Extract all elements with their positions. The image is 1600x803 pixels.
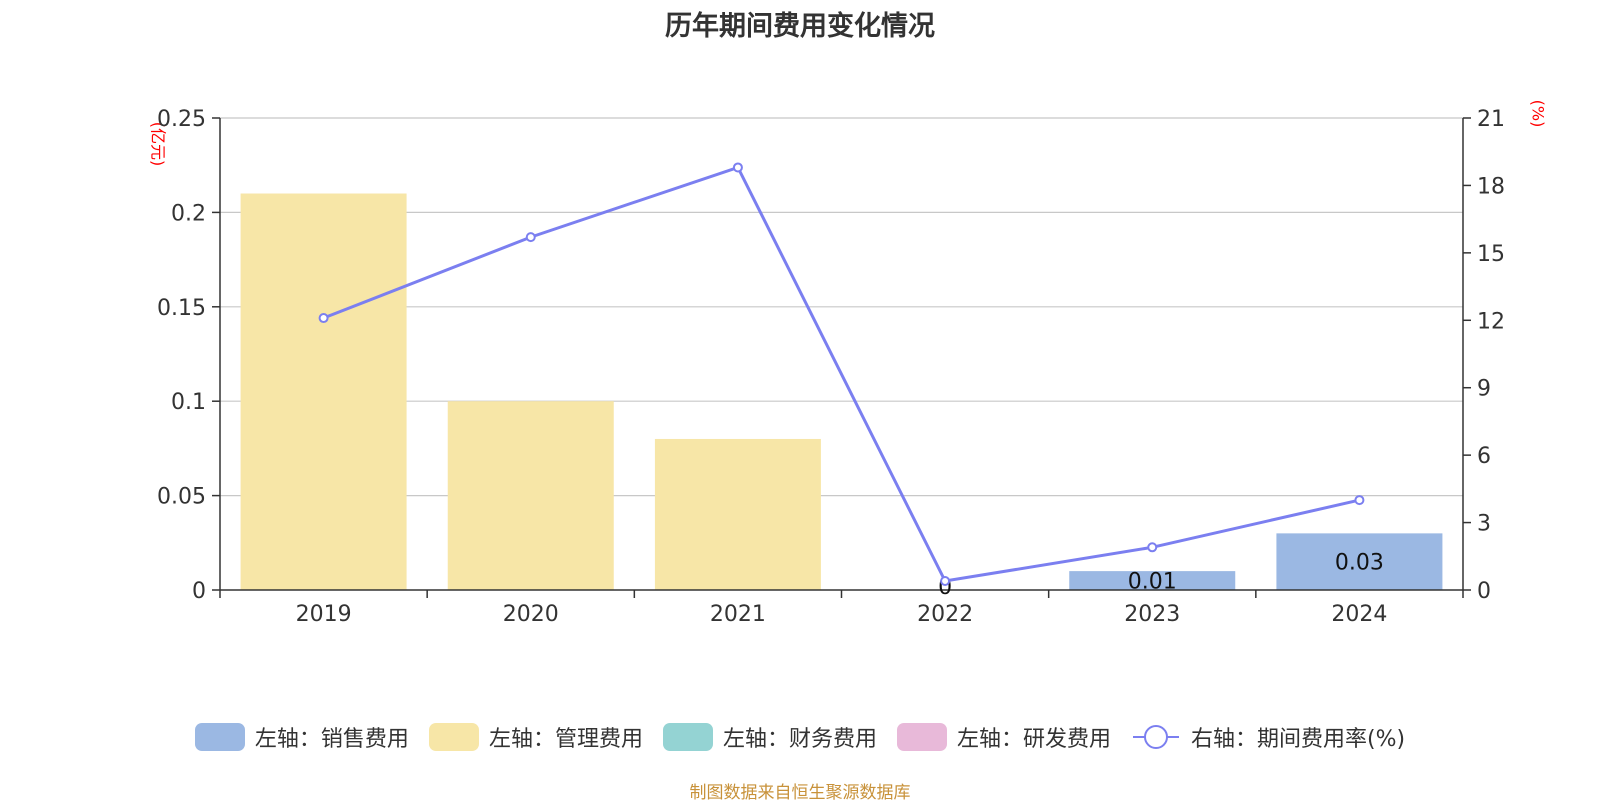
legend-label-expense-rate: 右轴：期间费用率(%)	[1190, 727, 1406, 752]
right-axis-tick-label: 9	[1477, 377, 1491, 402]
bar	[447, 401, 614, 590]
legend-item-sales[interactable]: 左轴：销售费用	[194, 721, 409, 753]
right-axis-tick-label: 21	[1477, 107, 1505, 132]
legend-swatch-management	[428, 723, 479, 751]
legend-label-rnd: 左轴：研发费用	[956, 727, 1111, 752]
legend-line-marker-icon	[1132, 725, 1179, 749]
chart-legend: 左轴：销售费用 左轴：管理费用 左轴：财务费用 左轴：研发费用 右轴：期间费用率…	[0, 720, 1600, 754]
expense-rate-point	[1354, 495, 1365, 506]
expense-rate-line	[323, 165, 1360, 583]
expense-rate-point	[525, 232, 536, 243]
legend-swatch-rnd	[896, 723, 947, 751]
right-axis-tick-label: 6	[1477, 444, 1491, 469]
right-axis-tick-label: 3	[1477, 512, 1491, 537]
left-axis-tick-label: 0.15	[157, 296, 206, 321]
x-axis-tick-label: 2020	[503, 602, 559, 627]
right-axis-tick-label: 15	[1477, 242, 1505, 267]
right-axis-tick-label: 18	[1477, 174, 1505, 199]
legend-item-expense-rate[interactable]: 右轴：期间费用率(%)	[1131, 721, 1405, 753]
bar	[1069, 571, 1236, 590]
x-axis-tick-label: 2024	[1331, 602, 1387, 627]
right-axis-tick-label: 0	[1477, 579, 1491, 604]
legend-item-management[interactable]: 左轴：管理费用	[428, 721, 643, 753]
expense-rate-point	[318, 313, 329, 324]
data-source-note: 制图数据来自恒生聚源数据库	[689, 783, 911, 803]
legend-swatch-finance	[662, 723, 713, 751]
left-axis-tick-label: 0	[192, 579, 206, 604]
legend-swatch-sales	[194, 723, 245, 751]
bar	[654, 438, 821, 590]
bar	[240, 193, 407, 590]
x-axis-tick-label: 2023	[1124, 602, 1180, 627]
chart-plot: 0 0.05 0.1 0.15 0.2 0.25 0 3 6 9 12 15 18 21 2019 2020 2…	[157, 107, 1505, 627]
left-axis-tick-label: 0.05	[157, 485, 206, 510]
expense-rate-point	[940, 576, 951, 587]
expense-rate-point	[1147, 542, 1158, 553]
legend-label-sales: 左轴：销售费用	[254, 727, 409, 752]
left-axis-tick-label: 0.1	[171, 390, 206, 415]
expense-rate-point	[732, 162, 743, 173]
bar	[1276, 533, 1443, 590]
left-axis-tick-label: 0.25	[157, 107, 206, 132]
right-axis-tick-label: 12	[1477, 309, 1505, 334]
left-axis-tick-label: 0.2	[171, 201, 206, 226]
legend-label-management: 左轴：管理费用	[488, 727, 643, 752]
legend-item-rnd[interactable]: 左轴：研发费用	[896, 721, 1111, 753]
x-axis-tick-label: 2021	[710, 602, 766, 627]
legend-label-finance: 左轴：财务费用	[722, 727, 877, 752]
bar-data-label: 0.03	[1335, 551, 1384, 576]
bar-data-label: 0.01	[1128, 570, 1177, 595]
chart-title: 历年期间费用变化情况	[665, 11, 935, 42]
x-axis-tick-label: 2019	[296, 602, 352, 627]
legend-item-finance[interactable]: 左轴：财务费用	[662, 721, 877, 753]
x-axis-tick-label: 2022	[917, 602, 973, 627]
